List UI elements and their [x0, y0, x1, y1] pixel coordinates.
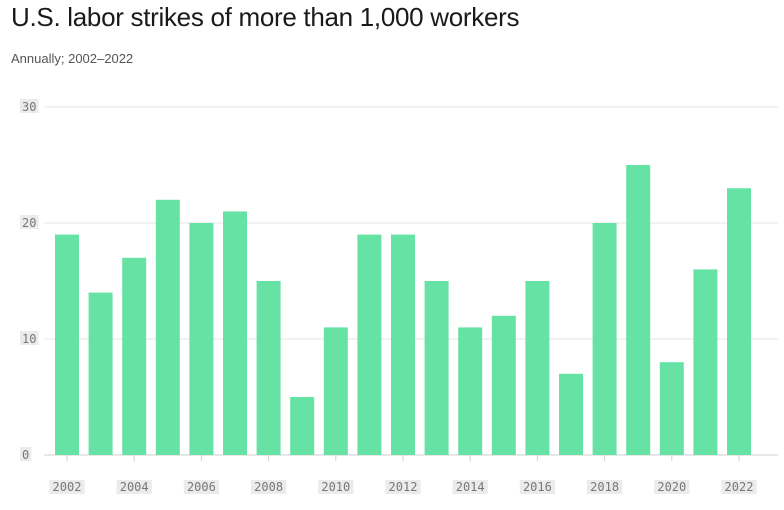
y-tick-bg-0: [20, 447, 32, 461]
x-tick-label: 2018: [590, 480, 619, 494]
y-tick-label: 10: [22, 332, 36, 346]
bar-2006: [189, 223, 214, 455]
x-tick-label: 2002: [53, 480, 82, 494]
x-tick-label: 2020: [657, 480, 686, 494]
bar-2019: [626, 165, 651, 455]
x-tick-bg-2002: [49, 480, 85, 494]
bar-2008: [256, 281, 281, 455]
y-tick-bg-30: [20, 99, 39, 113]
x-tick-label: 2016: [523, 480, 552, 494]
x-tick-bg-2010: [318, 480, 354, 494]
x-tick-bg-2022: [721, 480, 757, 494]
bar-2012: [391, 234, 415, 455]
bar-2015: [491, 315, 516, 455]
x-tick-label: 2006: [187, 480, 216, 494]
bar-2009: [290, 397, 315, 455]
y-tick-bg-20: [20, 215, 39, 229]
chart-subtitle: Annually; 2002–2022: [11, 51, 134, 66]
bar-2022: [727, 188, 751, 455]
bar-2003: [88, 292, 113, 455]
bar-2021: [693, 269, 718, 455]
x-tick-bg-2014: [452, 480, 488, 494]
bar-2002: [55, 234, 79, 455]
bar-2004: [122, 257, 147, 455]
x-tick-bg-2012: [385, 480, 421, 494]
bar-2013: [424, 281, 449, 455]
y-tick-label: 0: [22, 448, 29, 462]
bar-2014: [458, 327, 483, 455]
bar-2011: [357, 234, 382, 455]
y-tick-label: 30: [22, 100, 36, 114]
x-tick-bg-2018: [587, 480, 623, 494]
bar-2018: [592, 223, 617, 455]
bar-2007: [223, 211, 247, 455]
x-tick-label: 2004: [120, 480, 149, 494]
x-tick-bg-2004: [116, 480, 152, 494]
x-tick-bg-2006: [183, 480, 219, 494]
y-tick-bg-10: [20, 331, 39, 345]
bar-2020: [659, 362, 684, 455]
bar-2005: [155, 199, 180, 455]
x-tick-bg-2016: [519, 480, 555, 494]
x-tick-label: 2022: [725, 480, 754, 494]
x-tick-label: 2012: [389, 480, 418, 494]
x-tick-label: 2014: [456, 480, 485, 494]
bar-2016: [525, 281, 550, 455]
bar-2010: [323, 327, 348, 455]
bar-2017: [559, 373, 583, 455]
x-tick-label: 2008: [254, 480, 283, 494]
x-tick-bg-2020: [654, 480, 690, 494]
x-tick-label: 2010: [321, 480, 350, 494]
y-tick-label: 20: [22, 216, 36, 230]
chart-title: U.S. labor strikes of more than 1,000 wo…: [11, 2, 520, 32]
x-tick-bg-2008: [251, 480, 287, 494]
